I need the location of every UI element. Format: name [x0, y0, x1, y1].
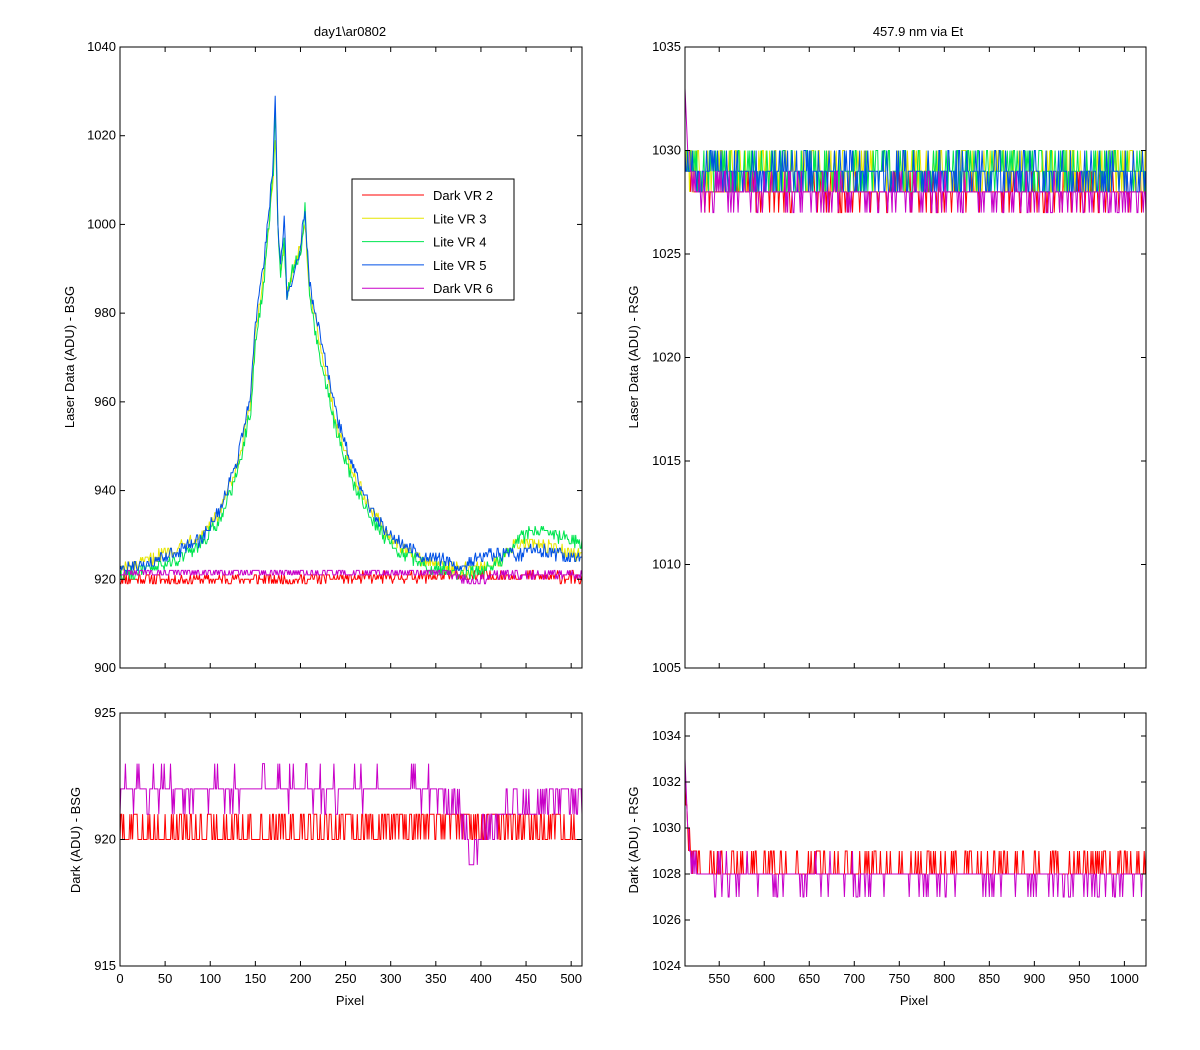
y-tick-label: 980	[94, 305, 116, 320]
x-tick-label: 850	[978, 971, 1000, 986]
xlabel-bottom-left: Pixel	[336, 993, 364, 1008]
series-line-dark-vr-6	[685, 758, 1146, 898]
legend-label: Dark VR 2	[433, 188, 493, 203]
x-tick-label: 900	[1024, 971, 1046, 986]
panel-top-left: day1\ar0802 Laser Data (ADU) - BSG 900 92…	[62, 24, 583, 675]
y-tick-label: 1032	[652, 774, 681, 789]
axes-bottom-left: 915 920 925 0 50 100 150 200 250 300 350 400 450 500	[94, 705, 583, 986]
x-tick-label: 100	[199, 971, 221, 986]
y-tick-label: 1005	[652, 660, 681, 675]
panel-bottom-right: Dark (ADU) - RSG Pixel 10241026102810301…	[626, 712, 1147, 1008]
xlabel-bottom-right: Pixel	[900, 993, 928, 1008]
legend-label: Lite VR 3	[433, 211, 486, 226]
y-tick-label: 1026	[652, 912, 681, 927]
x-tick-label: 300	[380, 971, 402, 986]
axes-frame	[684, 712, 1147, 967]
y-tick-label: 1015	[652, 453, 681, 468]
y-tick-label: 925	[94, 705, 116, 720]
y-tick-label: 920	[94, 571, 116, 586]
series-group	[685, 758, 1146, 898]
series-line-dark-vr-6	[120, 763, 582, 866]
y-tick-label: 1025	[652, 246, 681, 261]
panel-top-right: 457.9 nm via Et Laser Data (ADU) - RSG 1…	[626, 24, 1147, 675]
y-tick-label: 1020	[87, 128, 116, 143]
y-tick-label: 1020	[652, 350, 681, 365]
ylabel-top-left: Laser Data (ADU) - BSG	[62, 286, 77, 428]
ylabel-bottom-left: Dark (ADU) - BSG	[68, 787, 83, 893]
plot-area	[685, 713, 1146, 966]
y-tick-label: 1030	[652, 820, 681, 835]
y-tick-label: 1030	[652, 143, 681, 158]
axes-top-left: 900 920 940 960 980 1000 1020 1040 Dark VR 2 Lite…	[87, 39, 583, 675]
x-tick-label: 150	[245, 971, 267, 986]
y-tick-label: 1040	[87, 39, 116, 54]
x-tick-label: 50	[158, 971, 172, 986]
x-tick-label: 1000	[1110, 971, 1139, 986]
y-tick-label: 1024	[652, 958, 681, 973]
ylabel-bottom-right: Dark (ADU) - RSG	[626, 787, 641, 894]
legend-label: Lite VR 5	[433, 258, 486, 273]
x-tick-label: 600	[753, 971, 775, 986]
series-line-dark-vr-6	[685, 88, 1146, 214]
axes-frame	[119, 46, 583, 669]
x-tick-label: 250	[335, 971, 357, 986]
y-tick-label: 960	[94, 394, 116, 409]
series-line-dark-vr-6	[120, 569, 582, 585]
legend-label: Dark VR 6	[433, 281, 493, 296]
series-group	[120, 95, 582, 585]
x-tick-label: 700	[843, 971, 865, 986]
x-tick-label: 400	[470, 971, 492, 986]
axes-top-right: 1005 1010 1015 1020 1025 1030 1035	[652, 39, 1147, 675]
y-tick-label: 1035	[652, 39, 681, 54]
y-tick-label: 940	[94, 483, 116, 498]
y-tick-label: 1028	[652, 866, 681, 881]
x-tick-label: 0	[116, 971, 123, 986]
x-tick-label: 500	[560, 971, 582, 986]
panel-bottom-left: Dark (ADU) - BSG Pixel 915 920 925 0 50 100 15…	[68, 705, 583, 1008]
legend-box	[351, 178, 515, 301]
x-tick-label: 200	[290, 971, 312, 986]
y-tick-label: 920	[94, 832, 116, 847]
axes-bottom-right: 1024 1026 1028 1030 1032 1034 550 600 650 700 750 8…	[652, 712, 1147, 986]
legend: Dark VR 2 Lite VR 3 Lite VR 4 Lite VR 5 Dark…	[351, 178, 515, 301]
y-tick-label: 1034	[652, 728, 681, 743]
x-tick-label: 550	[708, 971, 730, 986]
plot-area	[685, 47, 1146, 668]
title-top-right: 457.9 nm via Et	[873, 24, 964, 39]
series-line-dark-vr-2	[120, 813, 582, 840]
y-tick-label: 900	[94, 660, 116, 675]
x-tick-label: 800	[933, 971, 955, 986]
series-group	[120, 763, 582, 866]
x-tick-label: 950	[1069, 971, 1091, 986]
x-tick-label: 750	[888, 971, 910, 986]
y-tick-label: 1010	[652, 557, 681, 572]
series-line-lite-vr-5	[120, 95, 582, 575]
series-line-lite-vr-4	[120, 109, 582, 580]
y-tick-label: 915	[94, 958, 116, 973]
x-tick-label: 350	[425, 971, 447, 986]
title-top-left: day1\ar0802	[314, 24, 386, 39]
x-tick-label: 650	[798, 971, 820, 986]
plot-area	[120, 47, 582, 668]
series-group	[685, 88, 1146, 214]
x-tick-label: 450	[515, 971, 537, 986]
legend-label: Lite VR 4	[433, 235, 486, 250]
y-tick-label: 1000	[87, 216, 116, 231]
ylabel-top-right: Laser Data (ADU) - RSG	[626, 285, 641, 428]
